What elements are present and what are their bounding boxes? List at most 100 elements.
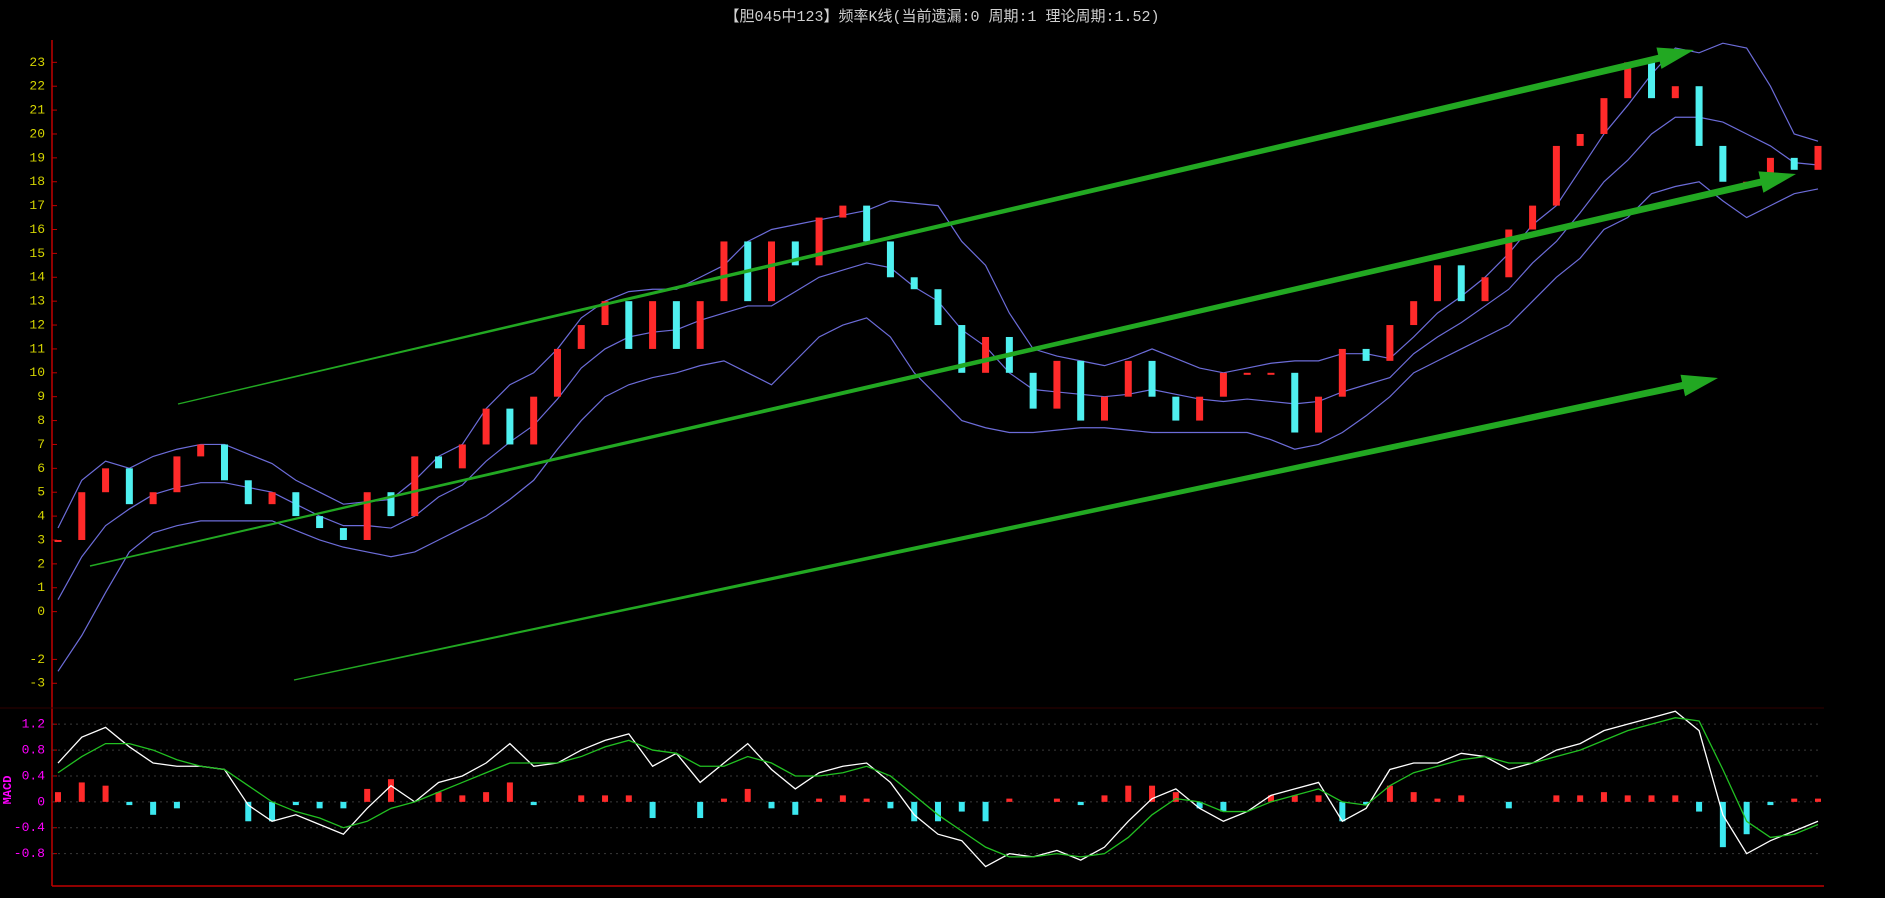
macd-bar — [1386, 785, 1393, 802]
y-tick-label: 15 — [29, 246, 45, 261]
candle — [482, 408, 490, 445]
macd-bar — [982, 801, 989, 822]
candle — [1410, 301, 1418, 326]
candle — [1196, 396, 1204, 421]
macd-bar — [316, 801, 323, 809]
macd-bar — [269, 801, 276, 822]
y-tick-label: 0 — [37, 604, 45, 619]
trend-arrows — [89, 47, 1797, 681]
y-tick-label: 0.4 — [22, 768, 46, 783]
candle — [1315, 396, 1323, 433]
y-tick-label: 1.2 — [22, 717, 45, 732]
macd-bar — [1006, 798, 1013, 802]
y-tick-label: 8 — [37, 413, 45, 428]
y-tick-label: 0.8 — [22, 743, 45, 758]
y-tick-label: -0.8 — [14, 846, 45, 861]
y-tick-label: 18 — [29, 174, 45, 189]
candle — [173, 456, 181, 493]
macd-bar — [602, 795, 609, 802]
y-tick-label: 17 — [29, 198, 45, 213]
candle — [1600, 98, 1608, 134]
candle — [696, 301, 704, 349]
macd-bar — [1719, 801, 1726, 848]
candle — [1267, 372, 1275, 375]
macd-bar — [1434, 798, 1441, 802]
candle — [1529, 205, 1537, 230]
candle — [1172, 396, 1180, 421]
candle — [1053, 360, 1061, 409]
candle — [649, 301, 657, 349]
y-tick-label: -2 — [29, 652, 45, 667]
macd-bar — [435, 792, 442, 802]
y-tick-label: 20 — [29, 126, 45, 141]
macd-bar — [1791, 798, 1798, 802]
y-tick-label: 19 — [29, 150, 45, 165]
macd-bar — [1458, 795, 1465, 802]
candle — [577, 325, 585, 349]
macd-bar — [1815, 798, 1821, 802]
candle — [768, 241, 776, 302]
candle — [458, 444, 466, 469]
trend-arrow — [293, 374, 1719, 681]
candle — [982, 336, 990, 373]
candle — [292, 492, 300, 517]
candle — [197, 444, 205, 457]
candle — [316, 516, 324, 529]
candle — [553, 348, 561, 397]
candle — [1719, 145, 1727, 182]
candle — [1576, 133, 1584, 146]
macd-bar — [958, 801, 965, 812]
macd-bar — [744, 788, 751, 802]
macd-line — [57, 717, 1819, 858]
candle — [530, 396, 538, 445]
macd-bar — [935, 801, 941, 822]
macd-bar — [483, 792, 490, 802]
candle — [815, 217, 823, 266]
candle — [1029, 372, 1037, 409]
macd-bar — [506, 782, 513, 802]
macd-bar — [911, 801, 918, 822]
y-tick-label: 4 — [37, 509, 45, 524]
candle — [720, 241, 728, 302]
candle — [78, 492, 86, 540]
candle — [1648, 62, 1656, 99]
candle — [1505, 229, 1513, 278]
candle — [1124, 360, 1132, 397]
y-tick-label: 12 — [29, 317, 45, 332]
macd-bar — [1315, 795, 1322, 802]
y-tick-label: 13 — [29, 294, 45, 309]
candle — [149, 492, 157, 505]
candle — [387, 492, 395, 517]
y-tick-label: 14 — [29, 270, 45, 285]
macd-bar — [1267, 795, 1274, 802]
candle — [791, 241, 799, 266]
macd-bar — [1743, 801, 1750, 835]
y-tick-label: 3 — [37, 532, 45, 547]
macd-bar — [839, 795, 846, 802]
y-tick-label: 1 — [37, 580, 45, 595]
candle — [363, 492, 371, 540]
macd-bar — [887, 801, 894, 809]
macd-bar — [578, 795, 585, 802]
candle — [1362, 348, 1370, 361]
y-tick-label: 23 — [29, 55, 45, 70]
candle — [220, 444, 228, 481]
macd-bar — [720, 798, 727, 802]
macd-bar — [126, 801, 133, 806]
candle — [934, 289, 942, 326]
candle — [1100, 396, 1108, 421]
candle — [102, 468, 110, 493]
y-tick-label: 2 — [37, 556, 45, 571]
candle — [601, 301, 609, 326]
macd-bar — [1577, 795, 1584, 802]
y-tick-label: 10 — [29, 365, 45, 380]
macd-bar — [150, 801, 157, 815]
macd-bar — [55, 792, 61, 802]
macd-bar — [1077, 801, 1084, 806]
candle — [839, 205, 847, 218]
macd-bar — [1149, 785, 1156, 802]
candle — [1814, 145, 1822, 170]
macd-bar — [1600, 792, 1607, 802]
candle — [54, 539, 62, 542]
